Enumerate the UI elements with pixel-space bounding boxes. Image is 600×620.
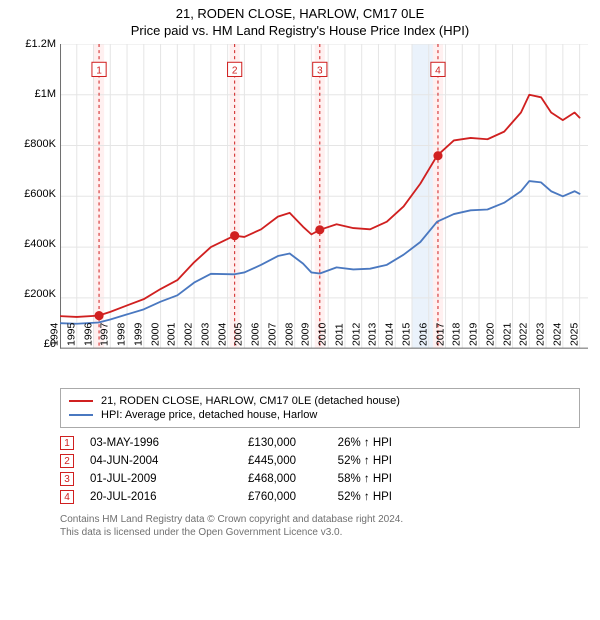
legend-label: 21, RODEN CLOSE, HARLOW, CM17 0LE (detac… [101,395,400,407]
svg-text:1: 1 [96,65,102,76]
x-tick-label: 2024 [551,323,563,346]
event-diff: 52% ↑ HPI [312,455,392,467]
legend-label: HPI: Average price, detached house, Harl… [101,409,317,421]
x-tick-label: 2014 [384,323,396,346]
x-tick-label: 1999 [132,323,144,346]
event-row: 3 01-JUL-2009 £468,000 58% ↑ HPI [60,472,580,486]
legend: 21, RODEN CLOSE, HARLOW, CM17 0LE (detac… [60,388,580,428]
x-tick-label: 2019 [467,323,479,346]
x-tick-label: 2018 [451,323,463,346]
event-date: 01-JUL-2009 [90,473,200,485]
x-tick-label: 1995 [65,323,77,346]
event-price: £130,000 [216,437,296,449]
y-axis: £0£200K£400K£600K£800K£1M£1.2M [12,44,60,344]
plot-area: 1 2 3 4 [60,44,588,344]
svg-text:2: 2 [232,65,238,76]
x-tick-label: 1994 [48,323,60,346]
x-tick-label: 2022 [518,323,530,346]
x-tick-label: 2020 [484,323,496,346]
events-table: 1 03-MAY-1996 £130,000 26% ↑ HPI 2 04-JUN-200… [60,432,580,508]
chart-container: 21, RODEN CLOSE, HARLOW, CM17 0LE Price … [0,0,600,620]
event-marker: 4 [60,490,74,504]
y-tick-label: £200K [24,288,56,300]
svg-text:3: 3 [317,65,323,76]
x-tick-label: 2016 [417,323,429,346]
x-axis: 1994199519961997199819992000200120022003… [60,346,588,382]
chart-subtitle: Price paid vs. HM Land Registry's House … [12,23,588,38]
y-tick-label: £600K [24,188,56,200]
x-tick-label: 2009 [300,323,312,346]
y-tick-label: £800K [24,138,56,150]
x-tick-label: 1997 [99,323,111,346]
chart-row: £0£200K£400K£600K£800K£1M£1.2M 1234 [12,44,588,344]
legend-row: HPI: Average price, detached house, Harl… [69,409,571,421]
x-tick-label: 2006 [249,323,261,346]
x-tick-label: 1996 [82,323,94,346]
x-tick-label: 2005 [233,323,245,346]
y-tick-label: £400K [24,238,56,250]
x-tick-label: 2008 [283,323,295,346]
event-diff: 26% ↑ HPI [312,437,392,449]
event-diff: 58% ↑ HPI [312,473,392,485]
x-tick-label: 2002 [182,323,194,346]
legend-row: 21, RODEN CLOSE, HARLOW, CM17 0LE (detac… [69,395,571,407]
svg-text:4: 4 [435,65,441,76]
x-tick-label: 2003 [199,323,211,346]
footer: Contains HM Land Registry data © Crown c… [60,514,580,539]
event-diff: 52% ↑ HPI [312,491,392,503]
x-tick-label: 2000 [149,323,161,346]
chart-title: 21, RODEN CLOSE, HARLOW, CM17 0LE [12,6,588,21]
x-tick-label: 1998 [115,323,127,346]
event-marker: 1 [60,436,74,450]
x-tick-label: 2004 [216,323,228,346]
x-tick-label: 2015 [400,323,412,346]
x-axis-row: 1994199519961997199819992000200120022003… [12,346,588,382]
y-tick-label: £1M [35,88,56,100]
footer-line-2: This data is licensed under the Open Gov… [60,527,580,540]
x-tick-label: 2012 [350,323,362,346]
x-tick-label: 2017 [434,323,446,346]
legend-swatch [69,400,93,402]
event-date: 04-JUN-2004 [90,455,200,467]
x-tick-label: 2013 [367,323,379,346]
plot-svg: 1 2 3 4 [60,44,588,349]
x-tick-label: 2001 [166,323,178,346]
event-row: 4 20-JUL-2016 £760,000 52% ↑ HPI [60,490,580,504]
x-tick-label: 2007 [266,323,278,346]
x-tick-label: 2025 [568,323,580,346]
x-tick-label: 2011 [334,323,346,346]
legend-swatch [69,414,93,416]
footer-line-1: Contains HM Land Registry data © Crown c… [60,514,580,527]
event-marker: 2 [60,454,74,468]
event-row: 1 03-MAY-1996 £130,000 26% ↑ HPI [60,436,580,450]
x-tick-label: 2023 [534,323,546,346]
event-price: £760,000 [216,491,296,503]
x-tick-label: 2021 [501,323,513,346]
event-row: 2 04-JUN-2004 £445,000 52% ↑ HPI [60,454,580,468]
event-price: £468,000 [216,473,296,485]
event-price: £445,000 [216,455,296,467]
event-date: 20-JUL-2016 [90,491,200,503]
event-date: 03-MAY-1996 [90,437,200,449]
x-tick-label: 2010 [317,323,329,346]
y-tick-label: £1.2M [25,38,56,50]
event-marker: 3 [60,472,74,486]
